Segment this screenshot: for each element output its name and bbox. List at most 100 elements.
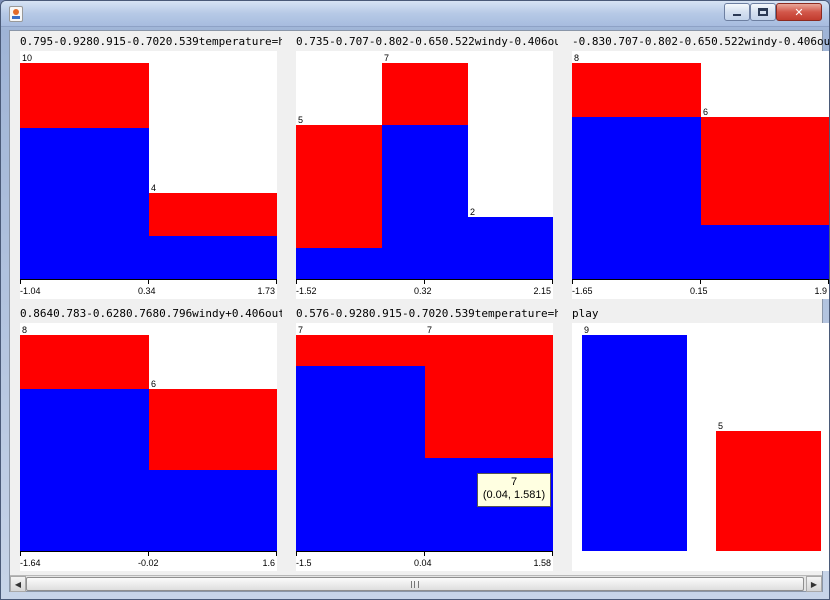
histogram-bar-red [382,63,468,125]
axis-tick-label: 1.6 [262,558,275,568]
attribute-panel[interactable]: -0.830.707-0.802-0.650.522windy-0.406out… [570,33,830,301]
axis-tick [828,280,829,284]
axis-tick-label: -1.5 [296,558,312,568]
histogram-bar-blue [296,248,382,279]
bin-count-label: 4 [151,183,157,193]
axis-tick [20,280,21,284]
x-axis: -1.64 -0.02 1.6 [20,551,277,571]
x-axis [572,551,829,571]
axis-tick-label: -1.64 [20,558,41,568]
attribute-visualization-area: 0.795-0.9280.915-0.7020.539temperature=h… [9,30,829,592]
scroll-left-button[interactable]: ◀ [10,576,26,592]
attribute-panel[interactable]: 0.735-0.707-0.802-0.650.522windy-0.406ou… [294,33,566,301]
bin-count-label: 8 [22,325,28,335]
bin-count-label: 8 [574,53,580,63]
attribute-panel[interactable]: 0.8640.783-0.6280.7680.796windy+0.406out… [18,305,290,573]
attribute-panel[interactable]: play 9 5 [570,305,829,573]
axis-tick [552,552,553,556]
axis-tick-label: 0.04 [414,558,432,568]
axis-tick-label: 0.34 [138,286,156,296]
bin-count-label: 6 [703,107,709,117]
x-axis: -1.52 0.32 2.15 [296,279,553,299]
histogram-bar-blue [149,236,277,279]
axis-tick [276,552,277,556]
bin-count-label: 7 [427,325,433,335]
maximize-button[interactable] [750,3,776,21]
scroll-left-icon: ◀ [14,579,22,589]
histogram-bar-red [20,335,149,389]
bin-count-label: 7 [384,53,390,63]
scroll-right-icon: ▶ [810,579,818,589]
histogram-bar-red [296,125,382,248]
axis-tick-label: -1.52 [296,286,317,296]
histogram-bar-blue [382,125,468,279]
axis-tick-label: 1.58 [533,558,551,568]
axis-tick [424,552,425,556]
histogram-bar-red [425,335,553,458]
bin-count-label: 2 [470,207,476,217]
x-axis: -1.65 0.15 1.9 [572,279,829,299]
scrollbar-thumb[interactable] [26,577,804,591]
axis-tick [296,552,297,556]
axis-tick-label: -1.04 [20,286,41,296]
attribute-panel[interactable]: 0.795-0.9280.915-0.7020.539temperature=h… [18,33,290,301]
axis-tick [20,552,21,556]
histogram-bar-blue [296,366,425,551]
histogram-bar-blue [20,128,149,279]
histogram-bar-red [701,117,829,225]
axis-tick [296,280,297,284]
java-app-icon [9,6,23,22]
axis-tick [552,280,553,284]
histogram-bar-blue [149,470,277,551]
panel-title: 0.8640.783-0.6280.7680.796windy+0.406out… [20,307,282,320]
minimize-button[interactable] [724,3,750,21]
axis-tick-label: -0.02 [138,558,159,568]
histogram-bar-red [572,63,701,117]
panel-title: 0.795-0.9280.915-0.7020.539temperature=h… [20,35,282,48]
x-axis: -1.5 0.04 1.58 [296,551,553,571]
scrollbar-grip-icon [411,581,419,588]
tooltip-count: 7 [510,476,518,488]
histogram-bar-red [296,335,425,366]
axis-tick [572,280,573,284]
histogram-bar-blue [701,225,829,279]
minimize-icon [733,14,741,16]
attribute-panel[interactable]: 0.576-0.9280.915-0.7020.539temperature=h… [294,305,566,573]
title-bar[interactable]: ✕ [1,1,829,27]
bin-count-label: 7 [298,325,304,335]
axis-tick-label: 1.9 [814,286,827,296]
histogram-bar-red [20,63,149,128]
histogram-plot[interactable]: 10 4 [20,51,277,279]
x-axis: -1.04 0.34 1.73 [20,279,277,299]
tooltip-coordinates: (0.04, 1.581) [482,489,546,501]
bin-count-label: 5 [298,115,304,125]
axis-tick [700,280,701,284]
axis-tick-label: 0.15 [690,286,708,296]
histogram-bar-red [716,431,821,551]
histogram-plot[interactable]: 7 7 7 (0.04, 1.581) [296,323,553,551]
axis-tick-label: 0.32 [414,286,432,296]
panel-title: play [572,307,599,320]
bar-tooltip: 7 (0.04, 1.581) [477,473,551,507]
panel-title: -0.830.707-0.802-0.650.522windy-0.406out… [572,35,830,48]
histogram-bar-blue [582,335,687,551]
axis-tick [148,552,149,556]
histogram-bar-red [149,389,277,470]
close-button[interactable]: ✕ [776,3,822,21]
maximize-icon [758,8,768,16]
axis-tick-label: 2.15 [533,286,551,296]
axis-tick-label: 1.73 [257,286,275,296]
bin-count-label: 10 [22,53,33,63]
bin-count-label: 6 [151,379,157,389]
histogram-plot[interactable]: 5 7 2 [296,51,553,279]
axis-tick [276,280,277,284]
panel-title: 0.576-0.9280.915-0.7020.539temperature=h… [296,307,558,320]
horizontal-scrollbar[interactable]: ◀ ▶ [10,575,822,592]
scroll-right-button[interactable]: ▶ [806,576,822,592]
bin-count-label: 9 [584,325,590,335]
histogram-bar-blue [20,389,149,551]
